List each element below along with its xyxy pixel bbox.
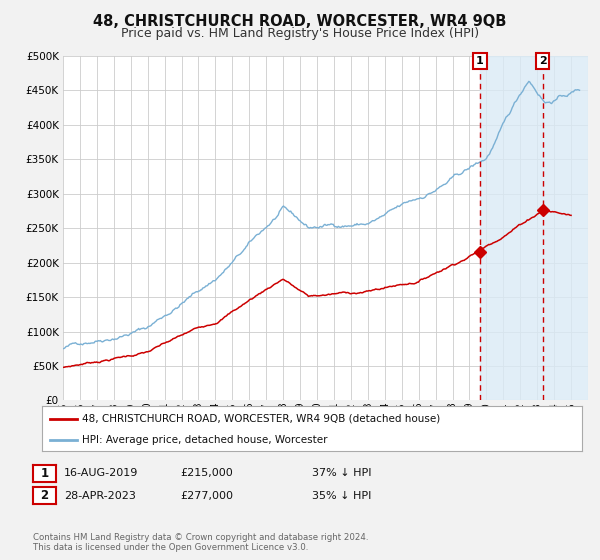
Text: 2: 2 bbox=[539, 56, 547, 66]
Text: 35% ↓ HPI: 35% ↓ HPI bbox=[312, 491, 371, 501]
Text: HPI: Average price, detached house, Worcester: HPI: Average price, detached house, Worc… bbox=[83, 435, 328, 445]
Text: £215,000: £215,000 bbox=[180, 468, 233, 478]
Text: Price paid vs. HM Land Registry's House Price Index (HPI): Price paid vs. HM Land Registry's House … bbox=[121, 27, 479, 40]
Text: 28-APR-2023: 28-APR-2023 bbox=[64, 491, 136, 501]
Text: 37% ↓ HPI: 37% ↓ HPI bbox=[312, 468, 371, 478]
Text: 1: 1 bbox=[40, 466, 49, 480]
Text: This data is licensed under the Open Government Licence v3.0.: This data is licensed under the Open Gov… bbox=[33, 543, 308, 552]
Text: £277,000: £277,000 bbox=[180, 491, 233, 501]
Text: 2: 2 bbox=[40, 489, 49, 502]
Text: 48, CHRISTCHURCH ROAD, WORCESTER, WR4 9QB: 48, CHRISTCHURCH ROAD, WORCESTER, WR4 9Q… bbox=[94, 14, 506, 29]
Text: 16-AUG-2019: 16-AUG-2019 bbox=[64, 468, 139, 478]
Text: Contains HM Land Registry data © Crown copyright and database right 2024.: Contains HM Land Registry data © Crown c… bbox=[33, 533, 368, 542]
Text: 1: 1 bbox=[476, 56, 484, 66]
Bar bbox=[480, 56, 588, 400]
Text: 48, CHRISTCHURCH ROAD, WORCESTER, WR4 9QB (detached house): 48, CHRISTCHURCH ROAD, WORCESTER, WR4 9Q… bbox=[83, 413, 441, 423]
